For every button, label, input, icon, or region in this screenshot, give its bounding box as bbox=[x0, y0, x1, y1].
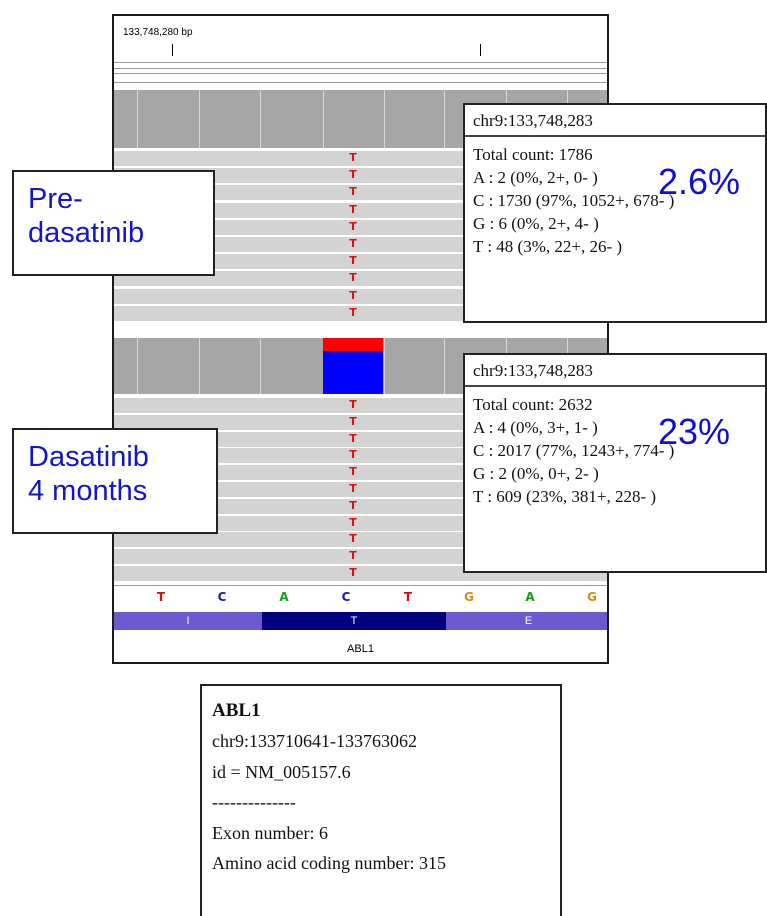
popup-t: T : 48 (3%, 22+, 26- ) bbox=[473, 237, 623, 256]
label-line: dasatinib bbox=[28, 217, 145, 249]
mismatch-base: T bbox=[349, 398, 357, 411]
gene-info-popup: ABL1 chr9:133710641-133763062 id = NM_00… bbox=[200, 684, 562, 916]
gene-info-exon: Exon number: 6 bbox=[212, 822, 328, 843]
gene-info-separator: -------------- bbox=[212, 792, 296, 812]
mismatch-base: T bbox=[349, 185, 357, 199]
ruler-line bbox=[114, 62, 607, 63]
mismatch-base: T bbox=[349, 515, 357, 529]
popup-t: T : 609 (23%, 381+, 228- ) bbox=[473, 487, 657, 506]
ruler-position-label: 133,748,280 bp bbox=[123, 27, 193, 38]
popup-total: Total count: 1786 bbox=[473, 145, 593, 164]
mismatch-base: T bbox=[349, 168, 357, 182]
ruler-line bbox=[114, 73, 607, 74]
popup-c: C : 1730 (97%, 1052+, 678- ) bbox=[473, 191, 675, 210]
reference-base: G bbox=[464, 590, 474, 604]
track-separator bbox=[114, 585, 607, 586]
popup-pre: chr9:133,748,283 Total count: 1786 A : 2… bbox=[463, 103, 767, 323]
mismatch-base: T bbox=[349, 271, 357, 285]
gene-info-id: id = NM_005157.6 bbox=[212, 761, 351, 782]
popup-g: G : 2 (0%, 0+, 2- ) bbox=[473, 464, 599, 483]
mismatch-base: T bbox=[349, 202, 357, 216]
popup-percentage: 23% bbox=[658, 411, 731, 452]
ruler-line bbox=[114, 68, 607, 69]
mismatch-base: T bbox=[349, 254, 357, 268]
popup-locus: chr9:133,748,283 bbox=[465, 355, 765, 387]
mismatch-base: T bbox=[349, 151, 357, 164]
gene-track-label[interactable]: ABL1 bbox=[347, 643, 374, 655]
mismatch-base: T bbox=[349, 566, 357, 579]
reference-base: C bbox=[341, 590, 351, 604]
reference-base: T bbox=[156, 590, 166, 604]
gene-info-aa-number: Amino acid coding number: 315 bbox=[212, 853, 446, 873]
mismatch-base: T bbox=[349, 414, 357, 428]
mismatch-base: T bbox=[349, 532, 357, 546]
ruler-track: 133,748,280 bp bbox=[114, 16, 607, 74]
popup-percentage: 2.6% bbox=[658, 161, 741, 202]
reference-base: A bbox=[525, 590, 535, 604]
popup-post: chr9:133,748,283 Total count: 2632 A : 4… bbox=[463, 353, 767, 573]
popup-a: A : 4 (0%, 3+, 1- ) bbox=[473, 418, 598, 437]
popup-g: G : 6 (0%, 2+, 4- ) bbox=[473, 214, 599, 233]
popup-c: C : 2017 (77%, 1243+, 774- ) bbox=[473, 441, 675, 460]
amino-acid: E bbox=[446, 612, 607, 630]
track-separator bbox=[114, 82, 607, 83]
mismatch-base: T bbox=[349, 305, 357, 319]
gene-info-name: ABL1 bbox=[212, 700, 261, 721]
gene-info-locus: chr9:133710641-133763062 bbox=[212, 731, 417, 751]
label-line: 4 months bbox=[28, 475, 148, 507]
mismatch-base: T bbox=[349, 465, 357, 479]
mismatch-base: T bbox=[349, 288, 357, 302]
label-pre-dasatinib: Pre- dasatinib bbox=[12, 170, 215, 276]
amino-acid: I bbox=[114, 612, 262, 630]
coverage-ref-bar bbox=[323, 351, 383, 394]
mismatch-base: T bbox=[349, 219, 357, 233]
label-line: Dasatinib bbox=[28, 441, 149, 473]
popup-locus: chr9:133,748,283 bbox=[465, 105, 765, 137]
popup-total: Total count: 2632 bbox=[473, 395, 593, 414]
label-dasatinib-4-months: Dasatinib 4 months bbox=[12, 428, 218, 534]
coverage-alt-bar bbox=[323, 338, 383, 351]
ruler-tick bbox=[480, 44, 481, 56]
mismatch-base: T bbox=[349, 549, 357, 563]
mismatch-base: T bbox=[349, 448, 357, 462]
reference-base: A bbox=[279, 590, 289, 604]
reference-base: T bbox=[403, 590, 413, 604]
ruler-tick bbox=[172, 44, 173, 56]
mismatch-base: T bbox=[349, 431, 357, 445]
translation-track: I T E bbox=[114, 612, 607, 630]
label-line: Pre- bbox=[28, 183, 83, 215]
popup-a: A : 2 (0%, 2+, 0- ) bbox=[473, 168, 598, 187]
mismatch-base: T bbox=[349, 237, 357, 250]
reference-base: G bbox=[587, 590, 597, 604]
mismatch-base: T bbox=[349, 498, 357, 512]
amino-acid: T bbox=[262, 612, 446, 630]
mismatch-base: T bbox=[349, 482, 357, 495]
reference-base: C bbox=[217, 590, 227, 604]
